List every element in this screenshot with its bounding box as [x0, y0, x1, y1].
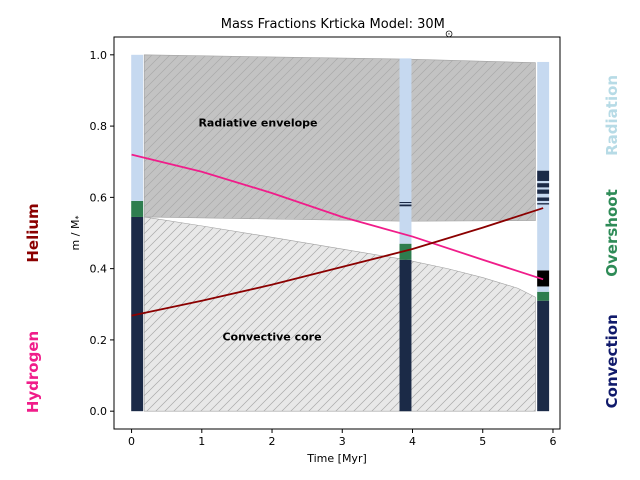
- column-1-segment-radiation: [399, 206, 412, 244]
- column-2-segment-radiation: [537, 187, 550, 190]
- side-label-overshoot: Overshoot: [603, 189, 621, 277]
- column-2-segment-radiation: [537, 286, 550, 292]
- side-labels-layer: Helium Hydrogen Radiation Overshoot Convecti…: [24, 75, 621, 413]
- column-2-segment-overshoot: [537, 291, 550, 301]
- abundance-lines-layer: [131, 153, 544, 317]
- column-1-segment-convection: [399, 204, 412, 207]
- region-hatch-radiative-envelope: [144, 54, 536, 222]
- region-hatch-convective-core: [144, 216, 536, 412]
- column-1-segment-radiation: [399, 203, 412, 205]
- column-1-segment-radiation: [399, 58, 412, 202]
- column-2-segment-convection: [537, 183, 550, 188]
- column-2-segment-radiation: [537, 61, 550, 171]
- column-2-segment-radiation: [537, 204, 550, 271]
- side-label-convection: Convection: [603, 314, 621, 408]
- side-label-radiation: Radiation: [603, 75, 621, 156]
- x-tick-label: 0: [128, 435, 135, 448]
- column-2-segment-convection: [537, 197, 550, 201]
- x-tick-label: 2: [269, 435, 276, 448]
- x-tick-label: 6: [549, 435, 556, 448]
- region-label-convective-core: Convective core: [222, 330, 321, 343]
- y-tick-label: 0.0: [90, 405, 108, 418]
- column-2-segment-convection: [537, 170, 550, 181]
- y-tick-label: 0.2: [90, 334, 108, 347]
- column-2-segment-convection: [537, 203, 550, 205]
- chart-title: Mass Fractions Krticka Model: 30M⊙: [221, 17, 453, 40]
- plot-frame: [113, 36, 561, 430]
- line-helium: [131, 207, 544, 317]
- region-labels-layer: Radiative envelope Convective core: [198, 117, 321, 344]
- column-1-segment-convection: [399, 201, 412, 204]
- side-label-helium: Helium: [24, 203, 42, 262]
- x-axis-label: Time [Myr]: [306, 452, 367, 465]
- column-2-segment-radiation: [537, 180, 550, 184]
- column-2-segment-radiation: [537, 200, 550, 204]
- x-axis-ticks: 0 1 2 3 4 5 6: [128, 429, 556, 448]
- column-2-segment-convection: [537, 300, 550, 412]
- x-tick-label: 4: [409, 435, 416, 448]
- y-tick-label: 0.4: [90, 263, 108, 276]
- y-axis-label: m / M*: [69, 216, 83, 251]
- x-tick-label: 3: [339, 435, 346, 448]
- column-2-segment-convection: [537, 189, 550, 194]
- side-label-hydrogen: Hydrogen: [24, 331, 42, 413]
- y-tick-label: 0.8: [90, 120, 108, 133]
- column-1-segment-convection: [399, 259, 412, 412]
- column-2-segment-radiation: [537, 193, 550, 198]
- y-axis-ticks: 0.0 0.2 0.4 0.6 0.8 1.0: [90, 49, 114, 418]
- x-tick-label: 1: [198, 435, 205, 448]
- column-0-segment-radiation: [131, 54, 144, 201]
- y-tick-label: 0.6: [90, 191, 108, 204]
- line-hydrogen: [131, 153, 544, 281]
- regions-layer: [143, 54, 536, 412]
- region-label-radiative-envelope: Radiative envelope: [198, 117, 317, 130]
- column-0-segment-overshoot: [131, 200, 144, 217]
- x-tick-label: 5: [479, 435, 486, 448]
- y-tick-label: 1.0: [90, 49, 108, 62]
